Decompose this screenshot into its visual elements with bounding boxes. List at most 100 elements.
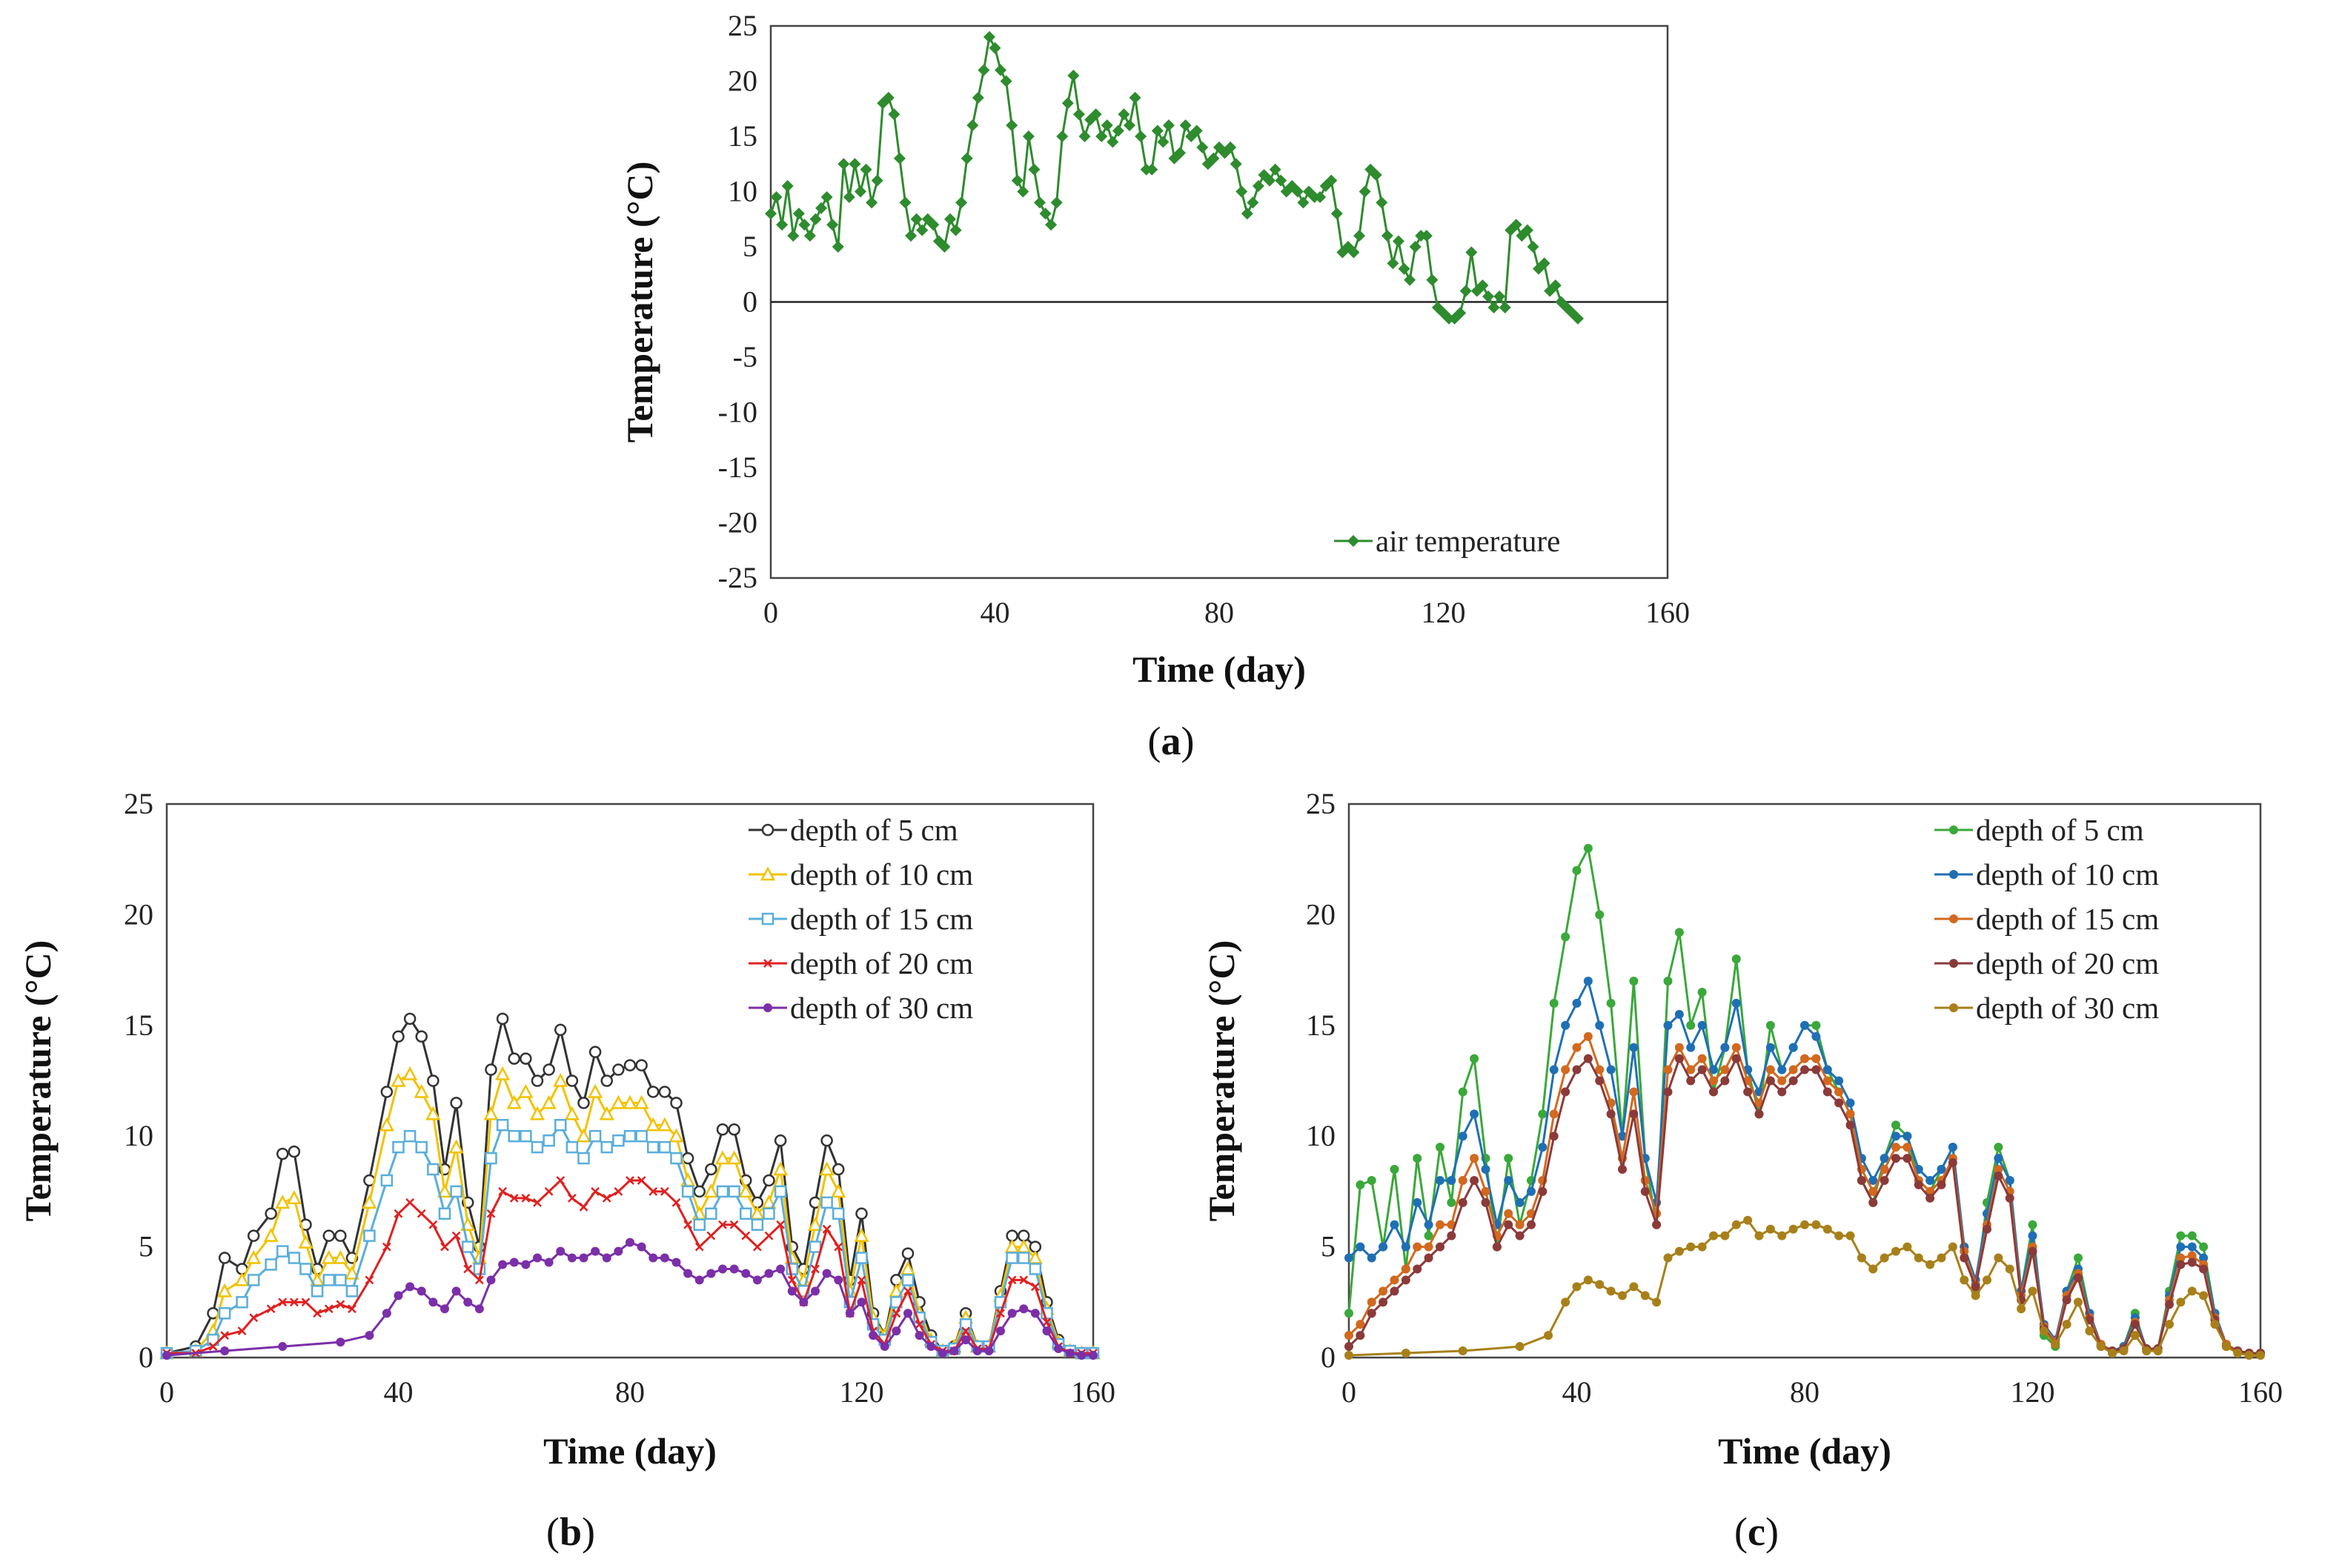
data-point — [1674, 1054, 1684, 1063]
data-point — [809, 213, 822, 225]
data-point — [531, 1074, 544, 1087]
data-point — [741, 1231, 751, 1240]
legend-swatch-marker — [761, 823, 774, 837]
data-point — [1663, 1065, 1673, 1074]
data-point — [1925, 1175, 1935, 1185]
data-point — [403, 1129, 417, 1143]
data-point — [379, 1117, 394, 1132]
plot-frame — [1347, 803, 2262, 1359]
data-point — [506, 1094, 522, 1109]
data-point — [486, 1275, 496, 1285]
data-point — [1129, 91, 1141, 104]
data-point — [1731, 1043, 1741, 1052]
data-point — [683, 1220, 693, 1229]
data-point — [832, 241, 844, 253]
data-point — [1697, 987, 1707, 997]
data-point — [1937, 1180, 1946, 1189]
data-point — [1663, 1087, 1673, 1097]
data-point — [822, 1224, 832, 1234]
data-point — [1401, 1264, 1410, 1274]
data-point — [776, 1220, 786, 1229]
data-point — [1903, 1242, 1912, 1252]
data-point — [787, 1286, 797, 1296]
data-point — [1674, 1246, 1684, 1256]
data-point — [554, 1023, 567, 1037]
data-point — [1000, 75, 1012, 87]
data-point — [866, 196, 878, 209]
data-point — [832, 1207, 845, 1220]
data-point — [1275, 174, 1287, 187]
data-point — [498, 1260, 508, 1269]
data-point — [577, 1152, 590, 1165]
series-line — [1348, 1219, 2260, 1357]
data-point — [600, 1074, 613, 1087]
data-point — [1709, 1076, 1718, 1086]
data-point — [1583, 843, 1593, 853]
data-point — [738, 1183, 754, 1198]
data-point — [855, 1252, 868, 1264]
data-point — [1050, 196, 1063, 209]
data-point — [1504, 1220, 1513, 1229]
data-point — [336, 1338, 345, 1347]
data-point — [1697, 1054, 1707, 1063]
data-point — [1387, 257, 1399, 270]
data-point — [531, 1140, 544, 1154]
data-point — [496, 1012, 509, 1026]
data-point — [671, 1197, 681, 1207]
legend-swatch-marker — [760, 866, 776, 881]
data-point — [1868, 1264, 1878, 1274]
data-point — [855, 1207, 868, 1220]
data-point — [1765, 1065, 1775, 1074]
data-point — [972, 91, 984, 104]
series-depth-of-30-cm — [162, 1238, 1098, 1361]
data-point — [938, 241, 951, 253]
data-point — [246, 1249, 262, 1264]
data-point — [1019, 1304, 1029, 1314]
panel-label-b: (b) — [546, 1509, 595, 1554]
data-point — [832, 1163, 845, 1176]
data-point — [670, 1097, 683, 1109]
data-point — [485, 1063, 497, 1076]
data-point — [543, 1063, 555, 1076]
data-point — [236, 1296, 248, 1309]
x-tick-label: 0 — [763, 596, 778, 629]
chart-panel-b: 25 20 15 10 5 00 40 80 120 160 Time (day) Temperatu… — [17, 787, 1115, 1472]
legend-swatch-marker — [763, 1003, 772, 1012]
data-point — [798, 219, 811, 231]
series-depth-of-10-cm — [1344, 977, 2265, 1358]
data-point — [509, 1258, 519, 1267]
data-point — [614, 1246, 623, 1256]
data-point — [275, 1195, 291, 1209]
data-point — [1481, 1165, 1490, 1175]
data-point — [543, 1134, 555, 1147]
data-point — [451, 1286, 461, 1296]
data-point — [1572, 866, 1582, 875]
data-point — [2256, 1351, 2265, 1361]
data-point — [1857, 1175, 1866, 1185]
data-point — [637, 1242, 646, 1252]
legend-label: depth of 30 cm — [790, 991, 973, 1025]
data-point — [1398, 262, 1410, 275]
data-point — [508, 1129, 520, 1143]
data-point — [966, 119, 979, 132]
x-tick-label: 40 — [384, 1375, 414, 1409]
x-tick-label: 160 — [1071, 1375, 1115, 1409]
data-point — [831, 1183, 846, 1198]
data-point — [2176, 1253, 2186, 1263]
data-point — [869, 1331, 878, 1341]
data-point — [417, 1286, 426, 1296]
data-point — [1811, 1220, 1821, 1229]
data-point — [996, 1326, 1005, 1336]
data-point — [1971, 1291, 1980, 1300]
data-point — [1028, 163, 1041, 176]
data-point — [938, 1349, 947, 1358]
data-point — [1356, 1331, 1365, 1341]
data-point — [860, 163, 872, 176]
data-point — [752, 1275, 762, 1285]
data-point — [849, 158, 861, 170]
data-point — [299, 1263, 312, 1275]
data-point — [955, 196, 968, 209]
data-point — [2130, 1320, 2140, 1329]
data-point — [857, 1275, 866, 1285]
data-point — [1606, 998, 1616, 1008]
